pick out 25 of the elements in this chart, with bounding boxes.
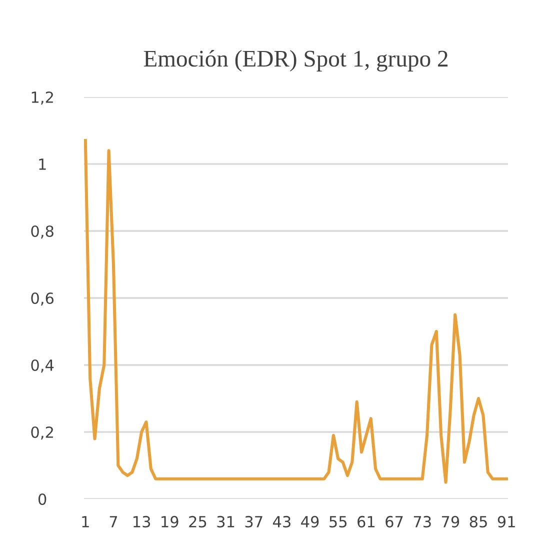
x-tick-label: 85 xyxy=(470,516,487,528)
x-tick-label: 19 xyxy=(162,516,178,528)
x-tick-label: 79 xyxy=(442,516,460,528)
y-tick-label: 0,2 xyxy=(31,426,53,440)
y-tick-label: 1 xyxy=(39,158,46,170)
y-tick-label: 0 xyxy=(38,493,46,506)
x-tick-label: 91 xyxy=(498,516,515,528)
x-tick-label: 73 xyxy=(414,516,431,528)
y-tick-label: 1,2 xyxy=(32,91,53,105)
x-tick-label: 61 xyxy=(358,516,375,528)
chart-title: Emoción (EDR) Spot 1, grupo 2 xyxy=(144,50,448,72)
x-tick-label: 49 xyxy=(301,516,319,528)
x-tick-label: 55 xyxy=(330,516,347,528)
x-tick-label: 13 xyxy=(134,516,150,528)
x-tick-label: 67 xyxy=(386,516,403,528)
y-tick-label: 0,4 xyxy=(31,359,54,373)
x-tick-label: 7 xyxy=(110,516,118,528)
y-tick-label: 0,8 xyxy=(31,225,54,239)
x-tick-label: 31 xyxy=(217,516,234,528)
line-series xyxy=(84,139,508,484)
x-tick-label: 37 xyxy=(245,516,262,528)
y-tick-label: 0,6 xyxy=(31,292,54,306)
x-tick-label: 43 xyxy=(272,516,290,528)
x-tick-label: 25 xyxy=(189,516,206,528)
x-tick-label: 1 xyxy=(82,516,89,528)
